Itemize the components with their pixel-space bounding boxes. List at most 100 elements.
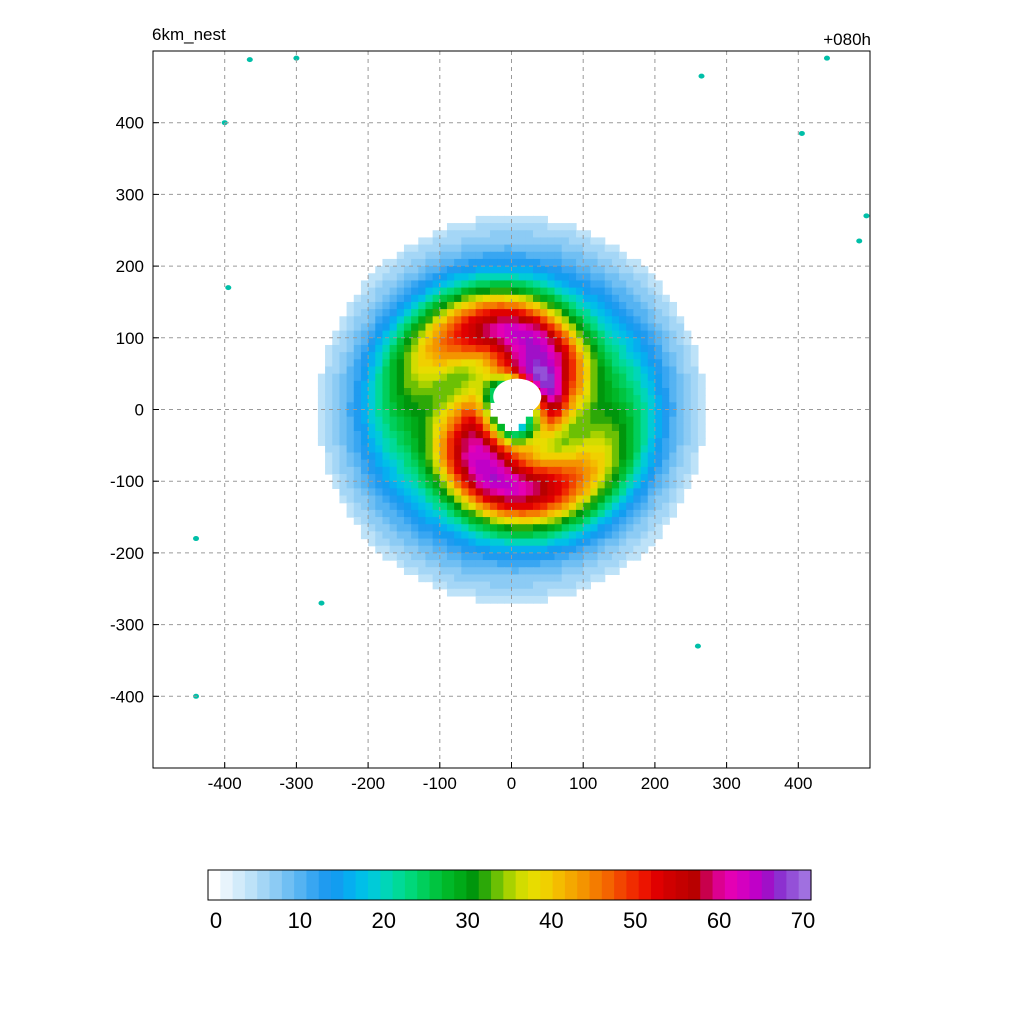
heatmap-cell xyxy=(547,223,556,231)
heatmap-cell xyxy=(590,416,599,425)
heatmap-cell xyxy=(317,416,326,425)
heatmap-cell xyxy=(403,266,412,274)
heatmap-cell xyxy=(576,352,584,360)
heatmap-cell xyxy=(317,395,326,403)
heatmap-cell xyxy=(432,309,441,317)
heatmap-cell xyxy=(411,323,419,332)
heatmap-cell xyxy=(647,294,656,303)
heatmap-cell xyxy=(540,294,548,303)
heatmap-cell xyxy=(611,373,620,382)
heatmap-cell xyxy=(446,395,455,403)
colorbar-swatch xyxy=(220,870,234,900)
heatmap-cell xyxy=(389,423,398,432)
heatmap-cell xyxy=(604,323,613,332)
heatmap-cell xyxy=(626,416,634,425)
heatmap-cell xyxy=(576,237,584,246)
heatmap-cell xyxy=(525,445,534,454)
heatmap-cell xyxy=(482,287,491,296)
heatmap-cell xyxy=(461,423,470,432)
heatmap-cell xyxy=(697,402,706,411)
heatmap-cell xyxy=(568,402,577,411)
heatmap-cell xyxy=(611,244,620,253)
heatmap-cell xyxy=(339,402,348,411)
heatmap-cell xyxy=(669,481,678,489)
heatmap-cell xyxy=(375,431,384,439)
heatmap-cell xyxy=(640,280,649,289)
heatmap-cell xyxy=(597,366,606,375)
heatmap-cell xyxy=(418,574,427,583)
heatmap-cell xyxy=(533,373,541,382)
heatmap-cell xyxy=(518,215,527,224)
heatmap-cell xyxy=(482,452,491,461)
colorbar-swatch xyxy=(441,870,455,900)
heatmap-cell xyxy=(339,395,348,403)
heatmap-cell xyxy=(375,352,384,360)
heatmap-cell xyxy=(669,509,678,518)
heatmap-cell xyxy=(396,524,405,532)
heatmap-cell xyxy=(454,567,462,576)
heatmap-cell xyxy=(482,517,491,525)
heatmap-cell xyxy=(561,301,570,310)
heatmap-cell xyxy=(446,466,455,475)
heatmap-cell xyxy=(382,387,391,396)
heatmap-cell xyxy=(561,344,570,353)
heatmap-cell xyxy=(353,466,362,475)
echo-cell xyxy=(823,55,830,61)
heatmap-cell xyxy=(439,237,448,246)
heatmap-cell xyxy=(590,495,599,504)
heatmap-cell xyxy=(497,481,505,489)
heatmap-cell xyxy=(353,359,362,368)
heatmap-cell xyxy=(403,552,412,561)
heatmap-cell xyxy=(511,502,520,511)
heatmap-cell xyxy=(604,387,613,396)
heatmap-cell xyxy=(504,359,513,368)
colorbar-frame xyxy=(207,869,812,901)
heatmap-cell xyxy=(518,481,527,489)
heatmap-cell xyxy=(411,538,419,547)
heatmap-cell xyxy=(533,474,541,482)
heatmap-cell xyxy=(396,560,405,568)
colorbar: 0 10 20 30 40 50 60 70 xyxy=(207,869,815,933)
heatmap-cell xyxy=(375,517,384,525)
heatmap-cell xyxy=(475,244,484,253)
heatmap-cell xyxy=(432,323,441,332)
heatmap-cell xyxy=(533,409,541,418)
heatmap-cell xyxy=(518,251,527,260)
heatmap-cell xyxy=(540,366,548,375)
heatmap-cell xyxy=(518,538,527,547)
heatmap-cell xyxy=(511,223,520,231)
heatmap-cell xyxy=(583,423,591,432)
heatmap-cell xyxy=(482,316,491,325)
heatmap-cell xyxy=(540,352,548,360)
heatmap-cell xyxy=(654,452,663,461)
heatmap-cell xyxy=(540,387,548,396)
heatmap-cell xyxy=(633,287,642,296)
heatmap-cell xyxy=(389,517,398,525)
heatmap-cell xyxy=(317,423,326,432)
heatmap-cell xyxy=(540,344,548,353)
heatmap-cell xyxy=(511,287,520,296)
heatmap-cell xyxy=(619,258,627,267)
heatmap-cell xyxy=(576,567,584,576)
heatmap-cell xyxy=(597,294,606,303)
heatmap-cell xyxy=(669,502,678,511)
heatmap-cell xyxy=(439,337,448,346)
heatmap-cell xyxy=(533,287,541,296)
heatmap-cell xyxy=(418,445,427,454)
heatmap-cell xyxy=(396,538,405,547)
heatmap-cell xyxy=(547,560,556,568)
heatmap-cell xyxy=(561,237,570,246)
heatmap-cell xyxy=(590,387,599,396)
heatmap-cell xyxy=(346,474,355,482)
heatmap-cell xyxy=(518,466,527,475)
heatmap-cell xyxy=(633,509,642,518)
heatmap-cell xyxy=(482,294,491,303)
heatmap-cell xyxy=(533,466,541,475)
heatmap-cell xyxy=(654,373,663,382)
colorbar-swatch xyxy=(687,870,701,900)
heatmap-cell xyxy=(633,380,642,389)
heatmap-cell xyxy=(382,294,391,303)
heatmap-cell xyxy=(489,387,498,396)
heatmap-cell xyxy=(611,452,620,461)
heatmap-cell xyxy=(511,366,520,375)
